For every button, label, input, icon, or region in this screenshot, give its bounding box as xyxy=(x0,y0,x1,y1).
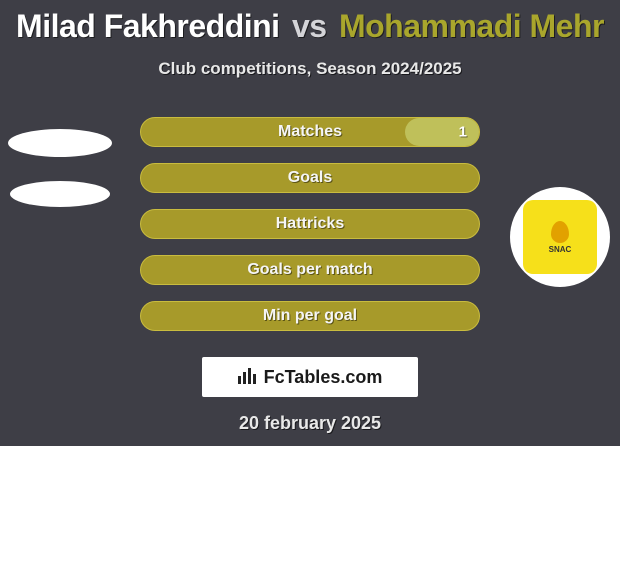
stat-fill-right xyxy=(405,118,479,146)
stat-label: Matches xyxy=(278,123,342,141)
stat-value-right: 1 xyxy=(459,124,467,141)
subtitle: Club competitions, Season 2024/2025 xyxy=(0,59,620,79)
bar-chart-icon xyxy=(238,366,258,389)
snac-badge-text: SNAC xyxy=(549,245,572,254)
stat-bars: Matches 1 Goals Hattricks Goals per match Min… xyxy=(140,117,480,347)
club-badge-left xyxy=(10,129,110,229)
stat-row: Matches 1 xyxy=(140,117,480,147)
stat-label: Goals xyxy=(288,169,332,187)
club-left-ellipse xyxy=(8,129,112,157)
snac-badge: SNAC xyxy=(523,200,597,274)
page-title: Milad Fakhreddini vs Mohammadi Mehr xyxy=(0,8,620,45)
stat-row: Hattricks xyxy=(140,209,480,239)
stat-label: Goals per match xyxy=(247,261,372,279)
club-badge-right: SNAC xyxy=(510,187,610,287)
branding-text: FcTables.com xyxy=(264,367,383,388)
stat-row: Goals per match xyxy=(140,255,480,285)
stat-row: Min per goal xyxy=(140,301,480,331)
club-left-ellipse xyxy=(10,181,110,207)
branding-box: FcTables.com xyxy=(202,357,418,397)
title-player1: Milad Fakhreddini xyxy=(16,8,280,44)
flame-icon xyxy=(551,221,569,243)
stat-label: Hattricks xyxy=(276,215,344,233)
stat-label: Min per goal xyxy=(263,307,357,325)
date-text: 20 february 2025 xyxy=(0,413,620,434)
title-separator: vs xyxy=(288,8,331,44)
title-player2: Mohammadi Mehr xyxy=(339,8,604,44)
stats-area: SNAC Matches 1 Goals Hattricks Goals per mat… xyxy=(0,117,620,347)
stat-row: Goals xyxy=(140,163,480,193)
background-bottom xyxy=(0,446,620,580)
content-root: Milad Fakhreddini vs Mohammadi Mehr Club… xyxy=(0,0,620,434)
